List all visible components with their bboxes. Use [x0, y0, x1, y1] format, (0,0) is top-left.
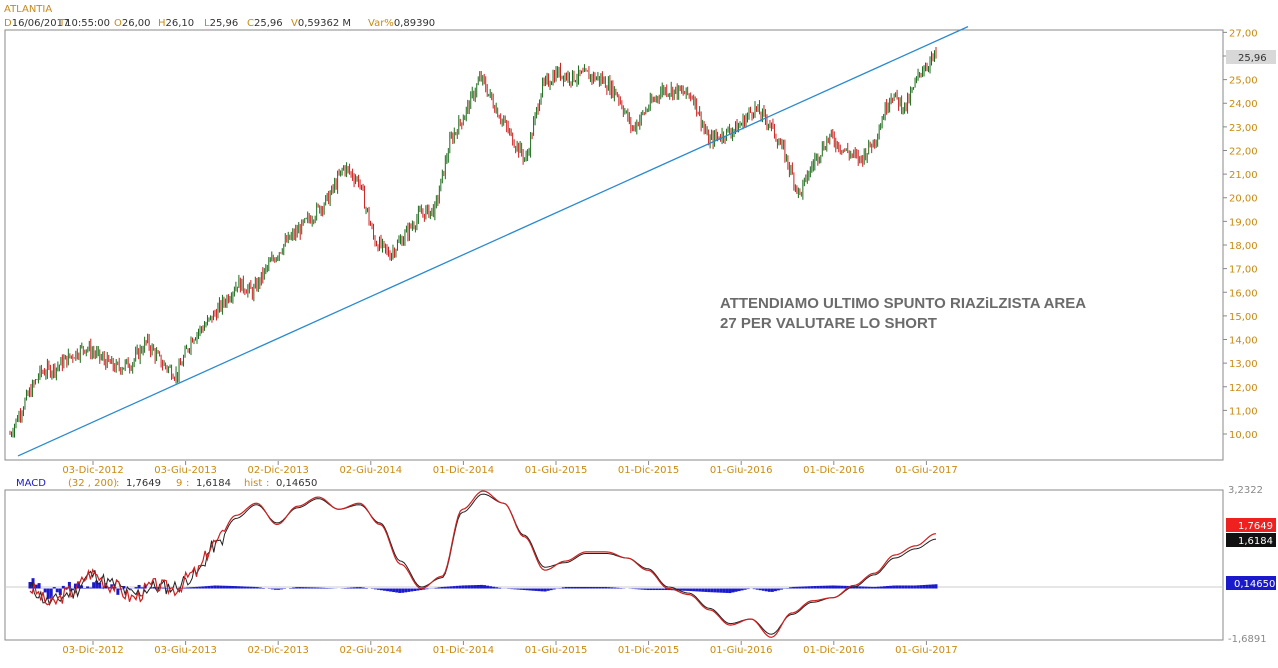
- date-tick-label: 03-Dic-2012: [62, 645, 123, 656]
- date-tick-label: 01-Dic-2014: [433, 465, 494, 476]
- last-price-badge: [1226, 50, 1276, 64]
- date-tick-label: 02-Dic-2013: [248, 465, 309, 476]
- price-tick-label: 23,00: [1229, 123, 1258, 134]
- annotation-line-1: ATTENDIAMO ULTIMO SPUNTO RIAZiLZISTA ARE…: [720, 295, 1086, 312]
- macd-legend-name: MACD: [16, 478, 46, 489]
- macd-tick-label: 3,2322: [1228, 485, 1263, 496]
- date-tick-label: 01-Giu-2017: [895, 645, 958, 656]
- hist-value-label: 0,14650: [1234, 579, 1275, 590]
- macd-line: [29, 490, 937, 638]
- annotation-line-2: 27 PER VALUTARE LO SHORT: [720, 315, 937, 332]
- date-tick-label: 01-Giu-2016: [710, 465, 773, 476]
- header-field-7: Var%0,89390: [368, 18, 435, 29]
- macd-panel: [4, 489, 1224, 641]
- macd-legend-sep: :: [186, 478, 189, 489]
- price-tick-label: 22,00: [1229, 146, 1258, 157]
- price-tick-label: 18,00: [1229, 241, 1258, 252]
- macd-legend-period: 9: [176, 478, 182, 489]
- date-tick-label: 01-Dic-2016: [803, 465, 864, 476]
- header-field-2: O26,00: [114, 18, 151, 29]
- price-tick-label: 24,00: [1229, 99, 1258, 110]
- price-panel: [4, 29, 1224, 461]
- price-tick-label: 27,00: [1229, 28, 1258, 39]
- date-tick-label: 02-Giu-2014: [339, 645, 402, 656]
- header-field-3: H26,10: [158, 18, 194, 29]
- price-tick-label: 14,00: [1229, 336, 1258, 347]
- hist-value-badge: [1226, 576, 1276, 590]
- price-tick-label: 25,00: [1229, 76, 1258, 87]
- macd-legend-sep: :: [266, 478, 269, 489]
- price-tick-label: 19,00: [1229, 217, 1258, 228]
- date-tick-label: 03-Giu-2013: [154, 465, 217, 476]
- macd-legend-hist: 0,14650: [276, 478, 317, 489]
- date-tick-label: 02-Giu-2014: [339, 465, 402, 476]
- last-price-label: 25,96: [1238, 53, 1267, 64]
- date-tick-label: 01-Giu-2017: [895, 465, 958, 476]
- price-tick-label: 17,00: [1229, 265, 1258, 276]
- date-tick-label: 01-Dic-2015: [618, 465, 679, 476]
- macd-axis: 3,2322 -1,6891: [1228, 485, 1267, 645]
- candlestick-series: [9, 46, 937, 438]
- macd-legend-sep: :: [116, 478, 119, 489]
- macd-legend-signal: 1,6184: [196, 478, 231, 489]
- date-tick-label: 01-Dic-2015: [618, 645, 679, 656]
- price-tick-label: 11,00: [1229, 406, 1258, 417]
- header-field-5: C25,96: [247, 18, 283, 29]
- macd-date-axis: 03-Dic-2012 03-Giu-2013 02-Dic-2013 02-Giu-…: [62, 641, 958, 656]
- price-tick-label: 10,00: [1229, 430, 1258, 441]
- trendline: [17, 26, 969, 457]
- price-tick-label: 20,00: [1229, 194, 1258, 205]
- header-field-0: D16/06/2017: [4, 18, 69, 29]
- macd-legend: MACD (32 , 200): 1,7649 9:1,6184 hist:0,1465…: [16, 478, 317, 489]
- header-field-4: L25,96: [204, 18, 238, 29]
- date-tick-label: 01-Dic-2016: [803, 645, 864, 656]
- macd-value-label: 1,7649: [1238, 521, 1273, 532]
- date-tick-label: 03-Giu-2013: [154, 645, 217, 656]
- date-tick-label: 02-Dic-2013: [248, 645, 309, 656]
- macd-legend-hist-label: hist: [244, 478, 262, 489]
- price-tick-label: 21,00: [1229, 170, 1258, 181]
- price-axis: 10,00 11,00 12,00 13,00 14,00 15,00 16,00 17,00…: [1223, 28, 1258, 441]
- date-tick-label: 01-Giu-2015: [525, 645, 588, 656]
- header-field-6: V0,59362 M: [291, 18, 351, 29]
- price-tick-label: 12,00: [1229, 383, 1258, 394]
- macd-legend-macd: 1,7649: [126, 478, 161, 489]
- price-date-axis: 03-Dic-2012 03-Giu-2013 02-Dic-2013 02-Giu-…: [62, 461, 958, 476]
- macd-tick-label: -1,6891: [1228, 634, 1267, 645]
- signal-value-label: 1,6184: [1238, 536, 1273, 547]
- macd-legend-params: (32 , 200): [68, 478, 117, 489]
- date-tick-label: 01-Giu-2015: [525, 465, 588, 476]
- macd-value-badge: [1226, 518, 1276, 532]
- price-tick-label: 16,00: [1229, 288, 1258, 299]
- date-tick-label: 01-Dic-2014: [433, 645, 494, 656]
- price-tick-label: 13,00: [1229, 359, 1258, 370]
- date-tick-label: 03-Dic-2012: [62, 465, 123, 476]
- price-tick-label: 15,00: [1229, 312, 1258, 323]
- header-field-1: T10:55:00: [58, 18, 110, 29]
- symbol-title: ATLANTIA: [4, 4, 52, 15]
- signal-value-badge: [1226, 533, 1276, 547]
- date-tick-label: 01-Giu-2016: [710, 645, 773, 656]
